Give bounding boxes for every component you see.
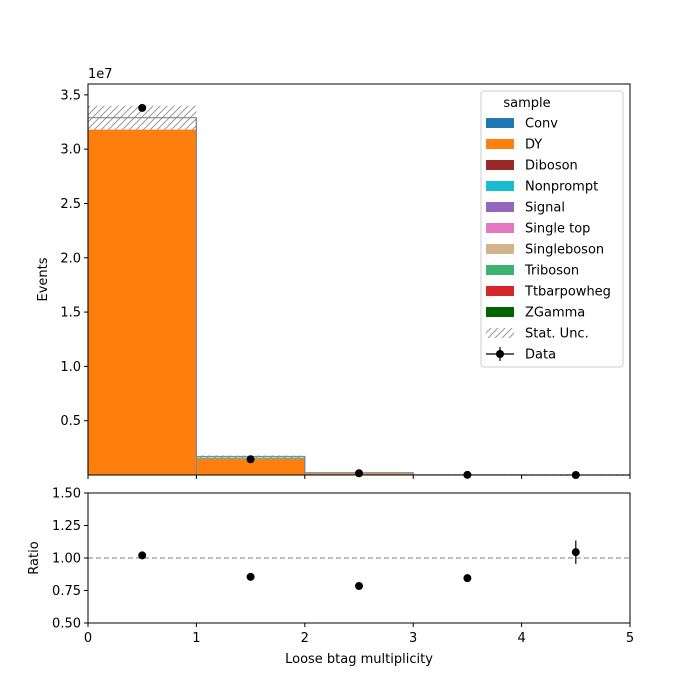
legend-swatch-single-top xyxy=(486,223,514,233)
ratio-point-4 xyxy=(571,548,580,557)
legend-label-stat-unc-: Stat. Unc. xyxy=(525,327,589,342)
ratio-ylabel: Ratio xyxy=(27,541,42,574)
ratio-point-1 xyxy=(246,572,255,581)
legend-swatch-conv xyxy=(486,118,514,128)
legend-marker-data xyxy=(496,350,504,358)
main-ytick-label-5: 3.0 xyxy=(60,143,81,158)
legend-swatch-zgamma xyxy=(486,307,514,317)
ratio-xtick-label-1: 1 xyxy=(192,631,200,646)
ratio-plot: 0.50 0.75 1.00 1.25 1.50 0 1 2 3 4 5 Ratio Loose bta… xyxy=(27,487,634,668)
legend-label-ttbarpowheg: Ttbarpowheg xyxy=(524,285,611,300)
legend-label-zgamma: ZGamma xyxy=(525,306,585,321)
legend-swatch-signal xyxy=(486,202,514,212)
data-point-0 xyxy=(138,103,147,112)
main-ytick-label-4: 2.5 xyxy=(60,197,81,212)
legend-swatch-dy xyxy=(486,139,514,149)
main-ytick-label-0: 0.5 xyxy=(60,414,81,429)
offset-text: 1e7 xyxy=(88,67,113,82)
legend-title: sample xyxy=(503,96,550,111)
legend-label-singleboson: Singleboson xyxy=(525,243,604,258)
legend-label-diboson: Diboson xyxy=(525,159,578,174)
ratio-ytick-label-4: 1.50 xyxy=(52,487,81,502)
legend-label-triboson: Triboson xyxy=(524,264,579,279)
bar-dy-bin-0 xyxy=(88,129,197,475)
main-ylabel: Events xyxy=(36,257,51,301)
ratio-point-2 xyxy=(355,581,363,590)
ratio-ytick-label-1: 0.75 xyxy=(52,584,81,599)
legend-swatch-singleboson xyxy=(486,244,514,254)
main-ytick-label-1: 1.0 xyxy=(60,360,81,375)
ratio-xtick-label-2: 2 xyxy=(301,631,309,646)
bar-dy-bin-1 xyxy=(196,458,305,475)
main-ytick-label-3: 2.0 xyxy=(60,251,81,266)
data-point-1 xyxy=(246,455,255,464)
legend-label-dy: DY xyxy=(525,138,542,153)
legend-swatch-ttbarpowheg xyxy=(486,286,514,296)
main-ytick-label-2: 1.5 xyxy=(60,306,81,321)
ratio-xtick-label-5: 5 xyxy=(626,631,634,646)
main-plot: 0.5 1.0 1.5 2.0 2.5 3.0 3.5 1e7 Events sample Conv… xyxy=(36,67,631,479)
legend-label-single-top: Single top xyxy=(525,222,590,237)
legend-label-nonprompt: Nonprompt xyxy=(525,180,598,195)
main-ytick-label-6: 3.5 xyxy=(60,88,81,103)
data-point-2 xyxy=(355,469,363,478)
legend-label-signal: Signal xyxy=(525,201,565,216)
ratio-xtick-label-3: 3 xyxy=(409,631,417,646)
ratio-xtick-label-4: 4 xyxy=(517,631,525,646)
legend-swatch-stat-unc- xyxy=(486,328,514,338)
ratio-xlabel: Loose btag multiplicity xyxy=(285,652,433,667)
ratio-xtick-label-0: 0 xyxy=(84,631,92,646)
ratio-point-0 xyxy=(138,551,147,560)
legend-box xyxy=(480,90,624,368)
legend-label-data: Data xyxy=(525,348,556,363)
ratio-point-3 xyxy=(463,574,472,583)
ratio-ytick-label-0: 0.50 xyxy=(52,617,81,632)
legend-swatch-triboson xyxy=(486,265,514,275)
ratio-ytick-label-2: 1.00 xyxy=(52,552,81,567)
main-axes-frame xyxy=(87,83,631,476)
legend-label-conv: Conv xyxy=(525,117,558,132)
ratio-ytick-label-3: 1.25 xyxy=(52,519,81,534)
legend-swatch-nonprompt xyxy=(486,181,514,191)
legend-swatch-diboson xyxy=(486,160,514,170)
